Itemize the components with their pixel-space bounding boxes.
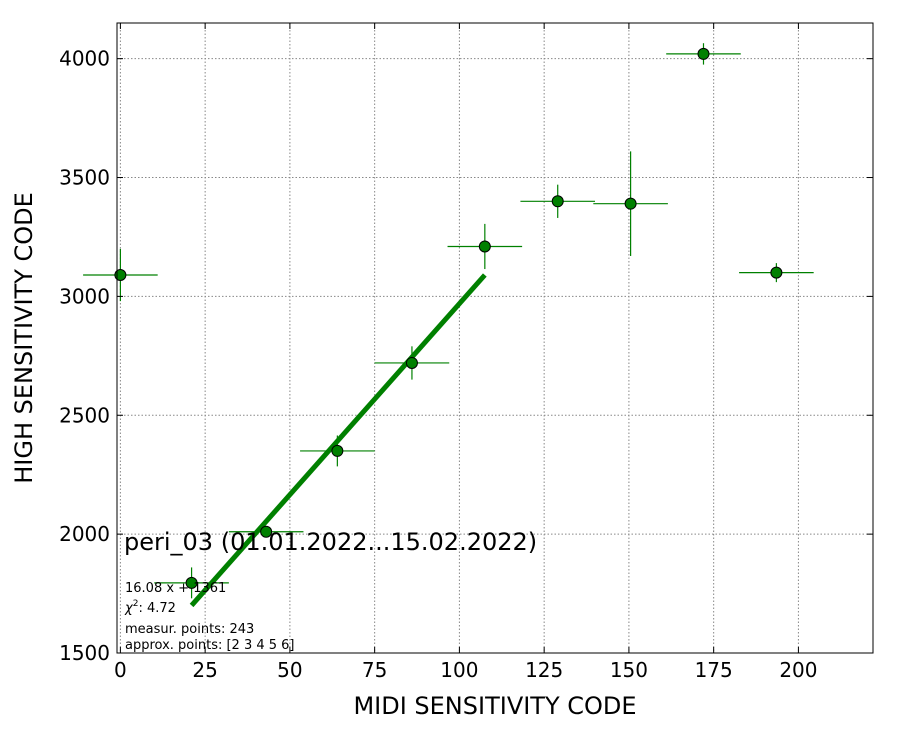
annotation-measur-points: measur. points: 243	[125, 622, 254, 637]
y-tick-label: 4000	[59, 47, 110, 71]
x-tick-label: 50	[277, 658, 302, 682]
ticks: 0 25 50 75 100 125 150 175 200 1500 2000 2500 3000 35…	[59, 23, 873, 682]
y-axis-label: HIGH SENSITIVITY CODE	[10, 192, 38, 484]
y-tick-label: 1500	[59, 641, 110, 665]
annotation-equation: 16.08 x + 1361	[125, 581, 226, 596]
x-tick-label: 125	[525, 658, 563, 682]
fit-line	[189, 273, 487, 608]
x-tick-label: 200	[779, 658, 817, 682]
fit-line-group	[189, 273, 487, 608]
data-points	[114, 47, 783, 589]
chi2-symbol: χ	[124, 601, 134, 616]
annotation-chi2: χ2: 4.72	[124, 599, 176, 616]
y-tick-label: 2500	[59, 403, 110, 427]
chi2-value: : 4.72	[138, 601, 175, 616]
y-tick-label: 3500	[59, 166, 110, 190]
plot-frame	[116, 22, 874, 654]
data-point	[770, 266, 783, 279]
data-point	[478, 240, 491, 253]
chi2-exponent: 2	[133, 599, 139, 609]
data-point	[624, 197, 637, 210]
error-bars	[83, 43, 814, 599]
x-axis-label: MIDI SENSITIVITY CODE	[353, 692, 636, 720]
x-tick-label: 175	[695, 658, 733, 682]
data-point	[185, 576, 198, 589]
annotation-title: peri_03 (01.01.2022...15.02.2022)	[124, 528, 537, 556]
annotation-approx-points: approx. points: [2 3 4 5 6]	[125, 638, 295, 653]
data-point	[331, 444, 344, 457]
x-tick-label: 75	[362, 658, 387, 682]
x-tick-label: 150	[610, 658, 648, 682]
grid	[117, 23, 873, 654]
y-tick-label: 2000	[59, 522, 110, 546]
data-point	[405, 356, 418, 369]
x-tick-label: 0	[114, 658, 127, 682]
data-point	[697, 47, 710, 60]
y-tick-label: 3000	[59, 284, 110, 308]
x-tick-label: 25	[192, 658, 217, 682]
data-point	[551, 195, 564, 208]
data-point	[114, 269, 127, 281]
data-point	[260, 525, 273, 538]
x-tick-label: 100	[440, 658, 478, 682]
